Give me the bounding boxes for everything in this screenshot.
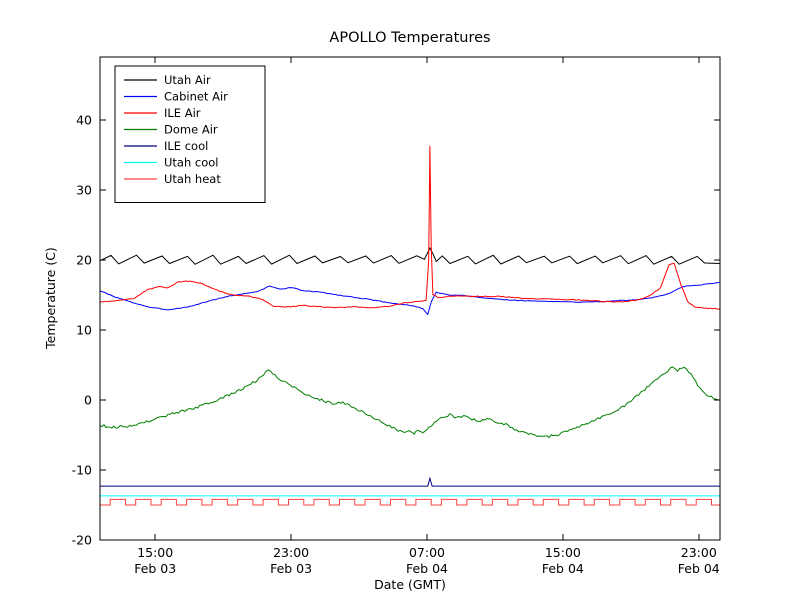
legend-label: Utah Air [164,73,211,87]
x-tick-date: Feb 04 [678,561,720,576]
series-line-utah-air [100,247,720,265]
series-line-ile-air [100,145,720,310]
x-tick-date: Feb 04 [406,561,448,576]
y-tick-label: 10 [76,323,92,338]
y-tick-label: 30 [76,183,92,198]
y-tick-label: 40 [76,113,92,128]
y-tick-label: -10 [72,463,92,478]
plot-border [99,56,721,541]
x-tick-time: 07:00 [409,545,445,560]
chart-title: APOLLO Temperatures [329,30,490,46]
y-tick-label: -20 [72,533,92,548]
series-lines [100,145,720,506]
series-line-cabinet-air [100,281,720,316]
legend-box [114,65,266,203]
x-tick-time: 23:00 [273,545,309,560]
series-line-ile-cool [100,476,720,487]
series-line-dome-air [100,366,720,439]
x-tick-time: 15:00 [545,545,581,560]
y-tick-label: 20 [76,253,92,268]
x-tick-date: Feb 03 [270,561,312,576]
legend: Utah Air Cabinet Air ILE Air Dome Air ILE co… [114,65,266,203]
legend-label: Utah heat [164,172,221,186]
x-tick-time: 15:00 [137,545,173,560]
legend-label: Utah cool [164,156,219,170]
legend-label: Cabinet Air [164,90,228,104]
x-tick-date: Feb 04 [542,561,584,576]
legend-label: ILE Air [164,106,201,120]
legend-label: ILE cool [164,139,208,153]
series-line-utah-heat [100,498,720,506]
x-axis-label: Date (GMT) [374,577,446,592]
x-tick-time: 23:00 [681,545,717,560]
y-tick-label: 0 [84,393,92,408]
legend-label: Dome Air [164,123,218,137]
y-axis-label: Temperature (C) [43,247,58,350]
x-tick-date: Feb 03 [134,561,176,576]
